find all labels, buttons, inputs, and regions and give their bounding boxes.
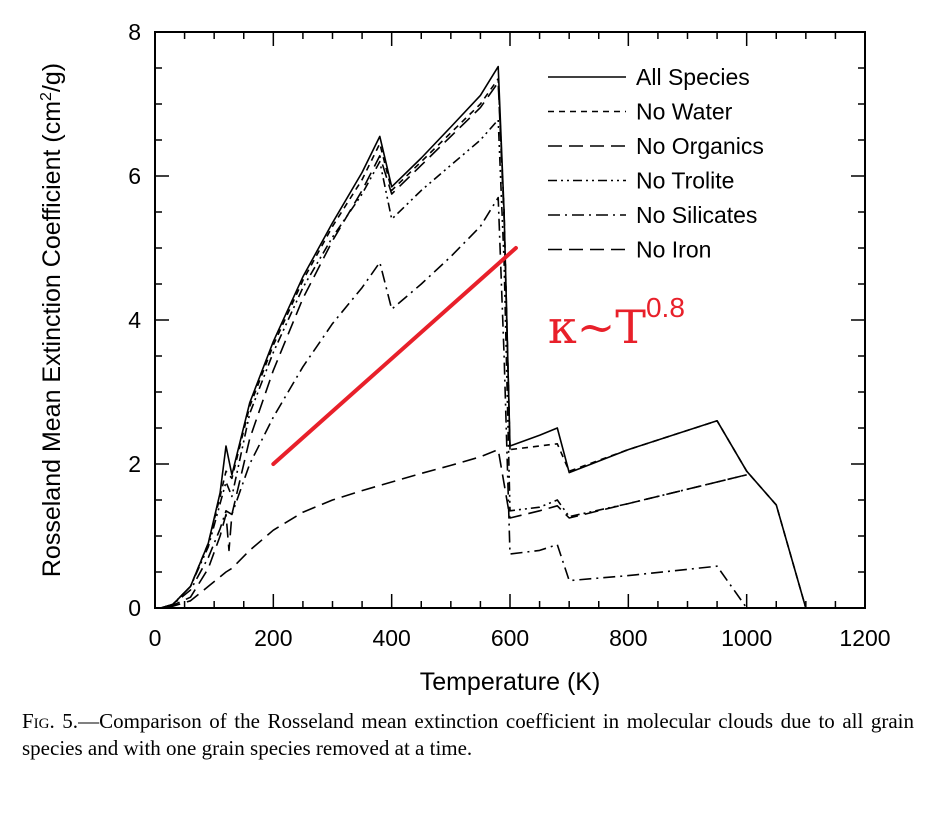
y-axis-label-sup: 2 xyxy=(38,92,55,101)
legend-entry-label: All Species xyxy=(636,64,750,90)
axis-ticks xyxy=(155,32,865,608)
caption-text: —Comparison of the Rosseland mean extinc… xyxy=(22,709,915,760)
y-tick-label: 6 xyxy=(128,163,141,189)
tick-labels: 0 200 400 600 800 1000 1200 0 2 4 6 8 xyxy=(128,19,890,651)
y-tick-label: 0 xyxy=(128,595,141,621)
x-tick-label: 400 xyxy=(372,625,410,651)
x-tick-label: 0 xyxy=(149,625,162,651)
y-axis-label-end: /g) xyxy=(38,63,66,92)
y-tick-label: 8 xyxy=(128,19,141,45)
x-axis-label: Temperature (K) xyxy=(420,668,601,696)
x-tick-label: 1200 xyxy=(839,625,890,651)
x-tick-label: 600 xyxy=(491,625,529,651)
series-line-no-trolite xyxy=(160,119,747,609)
x-tick-label: 1000 xyxy=(721,625,772,651)
series-line-no-water xyxy=(160,78,807,609)
y-axis-label-main: Rosseland Mean Extinction Coefficient (c… xyxy=(38,101,66,577)
caption-label: Fig. 5. xyxy=(22,709,79,733)
y-axis-label: Rosseland Mean Extinction Coefficient (c… xyxy=(38,63,66,577)
annotation: κ~T0.8 xyxy=(271,246,685,466)
y-tick-label: 2 xyxy=(128,451,141,477)
legend: All Species No Water No Organics No Trolite… xyxy=(548,64,764,263)
legend-entry-label: No Trolite xyxy=(636,168,734,194)
legend-entry-label: No Water xyxy=(636,99,733,125)
plot-border xyxy=(154,31,866,609)
x-tick-label: 200 xyxy=(254,625,292,651)
legend-entry-label: No Organics xyxy=(636,133,764,159)
legend-entry-label: No Iron xyxy=(636,237,711,263)
power-law-label-base: κ~T xyxy=(548,300,646,354)
y-tick-label: 4 xyxy=(128,307,141,333)
figure-caption: Fig. 5.—Comparison of the Rosseland mean… xyxy=(22,708,914,762)
power-law-label-exponent: 0.8 xyxy=(646,292,685,323)
series-line-no-silicates xyxy=(160,196,748,609)
x-tick-label: 800 xyxy=(609,625,647,651)
power-law-label: κ~T0.8 xyxy=(548,292,685,354)
plot-frame xyxy=(154,31,866,609)
legend-entry-label: No Silicates xyxy=(636,202,757,228)
series-layer xyxy=(160,65,807,609)
series-line-no-iron xyxy=(166,81,511,609)
series-line-no-organics xyxy=(166,448,747,609)
power-law-fit-line xyxy=(271,246,518,466)
series-line-all-species xyxy=(160,65,807,609)
